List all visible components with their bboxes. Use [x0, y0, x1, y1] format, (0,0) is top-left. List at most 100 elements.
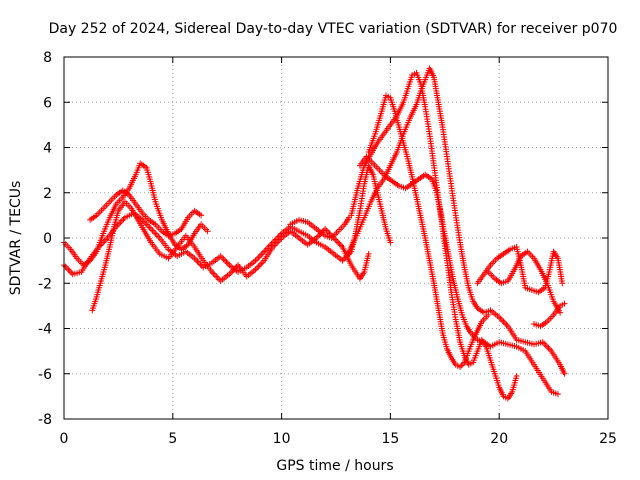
data-point-trail — [108, 193, 118, 204]
data-point-trail — [476, 337, 485, 345]
data-point — [387, 239, 394, 246]
data-point-trail — [193, 208, 203, 218]
y-tick-label: 0 — [43, 231, 52, 247]
x-tick-label: 0 — [60, 431, 69, 447]
data-point-trail — [506, 325, 519, 341]
data-point-trail — [298, 229, 309, 238]
data-point-trail — [371, 162, 381, 172]
data-point-trail — [355, 164, 367, 189]
data-point-trail — [362, 201, 373, 219]
data-point-trail — [134, 202, 145, 215]
data-point-trail — [372, 110, 385, 135]
data-point-trail — [388, 150, 399, 167]
data-point-trail — [555, 257, 565, 284]
data-point-trail — [167, 247, 179, 258]
data-point-trail — [271, 236, 284, 249]
data-point-trail — [149, 227, 162, 240]
data-point-trail — [136, 218, 147, 233]
data-point-trail — [466, 339, 476, 352]
data-point-trail — [410, 177, 421, 186]
data-point-trail — [457, 341, 467, 357]
data-point-trail — [123, 200, 133, 210]
data-point-trail — [245, 268, 257, 279]
data-point-trail — [382, 123, 393, 136]
data-point-trail — [289, 229, 301, 240]
data-point-trail — [361, 253, 372, 273]
data-point-trail — [374, 192, 385, 212]
data-point-trail — [497, 386, 506, 398]
data-point-trail — [88, 213, 99, 222]
data-point — [365, 250, 372, 257]
data-point-trail — [457, 241, 467, 269]
data-point-trail — [184, 234, 197, 249]
data-point-trail — [159, 218, 171, 235]
y-tick-label: 6 — [43, 95, 52, 111]
data-point-trail — [315, 227, 327, 238]
data-point-trail — [289, 224, 300, 234]
data-point-trail — [495, 251, 505, 261]
data-point-trail — [140, 211, 151, 222]
data-point-trail — [524, 285, 533, 293]
y-tick-label: 4 — [43, 141, 52, 157]
data-point-trail — [505, 268, 517, 283]
data-point-trail — [365, 155, 375, 165]
data-point-trail — [344, 237, 358, 258]
data-point-trail — [540, 377, 554, 393]
data-point-trail — [140, 218, 153, 231]
data-point-trail — [199, 223, 209, 233]
data-point-trail — [160, 229, 170, 238]
data-point-trail — [158, 251, 170, 261]
data-point-trail — [173, 227, 183, 236]
data-point-trail — [398, 183, 407, 191]
data-point-trail — [142, 230, 153, 244]
data-point-trail — [480, 313, 490, 324]
data-point-trail — [422, 106, 433, 135]
data-point-trail — [176, 249, 187, 258]
data-point-trail — [394, 133, 406, 153]
data-point-trail — [368, 187, 380, 203]
data-point-trail — [324, 233, 333, 241]
data-point-trail — [154, 223, 164, 233]
data-point-trail — [448, 185, 459, 216]
data-point-trail — [94, 280, 104, 298]
data-point-trail — [482, 263, 493, 276]
data-point-trail — [186, 209, 196, 219]
data-point-trail — [114, 195, 125, 206]
data-point — [198, 212, 205, 219]
data-point-trail — [71, 269, 83, 277]
data-point-trail — [401, 142, 411, 160]
data-point-trail — [417, 172, 427, 182]
data-point-trail — [62, 241, 72, 251]
data-point-trail — [486, 270, 497, 281]
x-tick-label: 25 — [599, 431, 617, 447]
data-point-trail — [469, 331, 479, 342]
data-point-trail — [381, 164, 393, 181]
data-point-trail — [414, 90, 424, 106]
data-point-trail — [427, 67, 437, 79]
data-point-trail — [401, 117, 413, 135]
data-point-trail — [509, 375, 519, 393]
data-point-trail — [383, 228, 393, 244]
data-point-trail — [124, 211, 135, 220]
data-point-trail — [280, 225, 292, 236]
y-tick-label: -4 — [38, 322, 52, 338]
data-point-trail — [121, 188, 131, 197]
data-point-trail — [114, 216, 127, 229]
data-point-trail — [97, 236, 110, 249]
data-point-trail — [210, 254, 222, 265]
data-point-trail — [353, 216, 367, 239]
data-point-trail — [357, 183, 367, 212]
data-point-trail — [332, 236, 345, 249]
data-point-trail — [475, 273, 486, 285]
data-point-trail — [483, 308, 492, 315]
data-point-trail — [439, 126, 450, 158]
data-point-trail — [323, 245, 336, 256]
data-point-trail — [471, 300, 480, 310]
data-point-trail — [253, 259, 266, 272]
data-point-trail — [280, 229, 292, 240]
data-point-trail — [455, 298, 465, 316]
data-point-trail — [488, 359, 498, 375]
data-point-trail — [423, 172, 434, 182]
data-point-trail — [102, 246, 113, 266]
data-point-trail — [404, 181, 414, 191]
